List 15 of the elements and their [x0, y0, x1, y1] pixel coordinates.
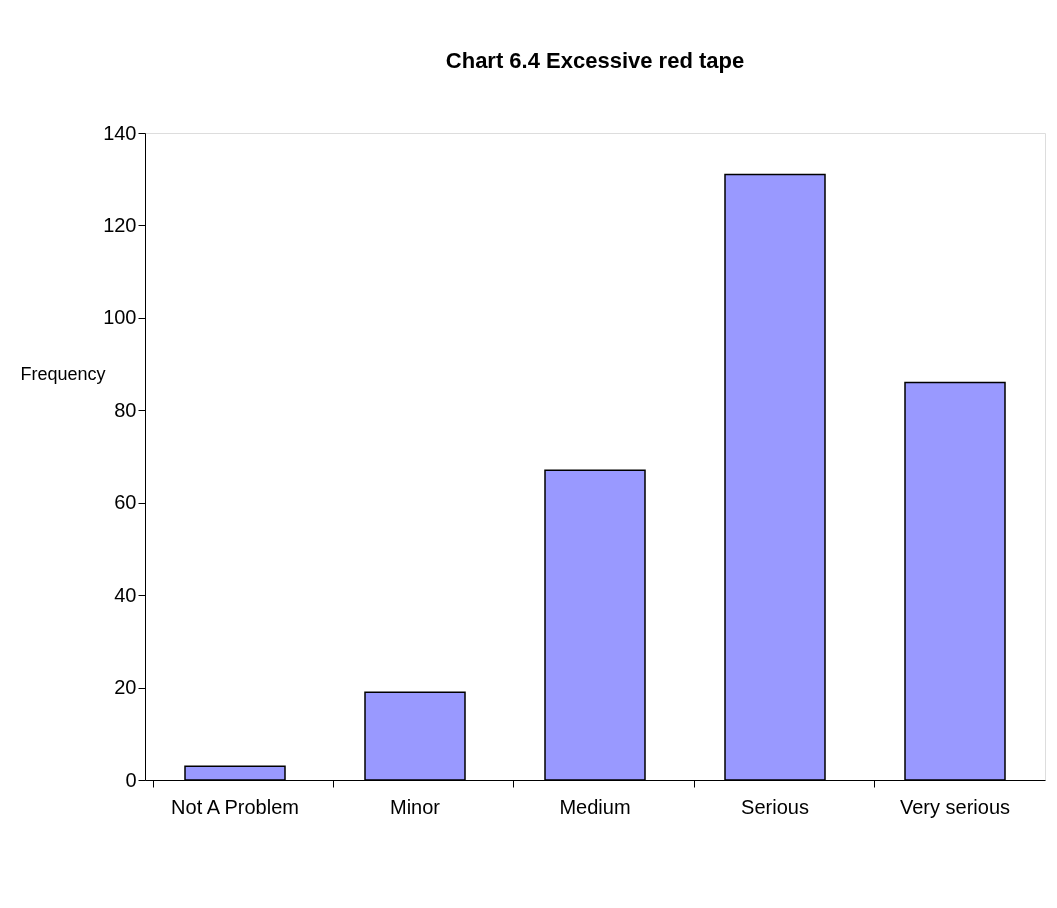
y-axis-title: Frequency — [20, 363, 106, 384]
y-tick-label: 60 — [114, 491, 137, 514]
y-tick-label: 20 — [114, 676, 137, 699]
chart-title: Chart 6.4 Excessive red tape — [445, 48, 745, 73]
y-tick-label: 100 — [103, 306, 137, 329]
y-tick-label: 40 — [114, 583, 137, 606]
y-tick-label: 140 — [103, 121, 137, 144]
x-tick-label: Serious — [741, 795, 809, 818]
x-tick-label: Very serious — [899, 795, 1011, 818]
x-tick-label: Not A Problem — [171, 795, 299, 818]
x-tick-label: Minor — [389, 795, 441, 818]
y-tick-label: 0 — [125, 768, 137, 791]
y-tick-label: 120 — [103, 213, 137, 236]
x-tick-label: Medium — [559, 795, 631, 818]
y-tick-label: 80 — [114, 398, 137, 421]
